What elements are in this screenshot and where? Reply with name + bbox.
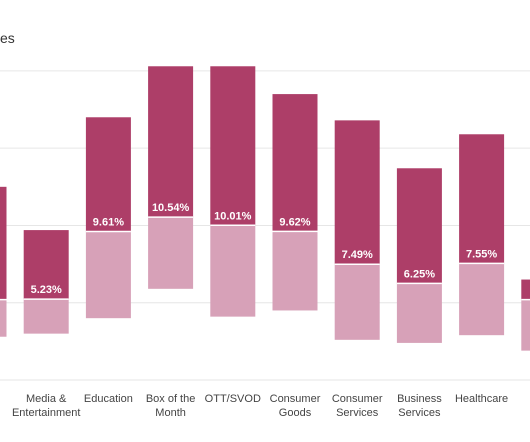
category-tick-label: Services: [398, 407, 441, 419]
data-label: 10.01%: [214, 210, 252, 222]
bar-upper-segment: [23, 230, 69, 300]
bars: [0, 66, 530, 351]
data-label: 7.49%: [342, 249, 373, 261]
category-tick-label: Box of the: [146, 393, 196, 405]
bar-lower-segment: [396, 283, 442, 343]
gridlines: [0, 70, 530, 381]
bar-lower-segment: [0, 299, 7, 337]
data-label: 7.55%: [466, 248, 497, 260]
category-tick-label: Consumer: [270, 393, 321, 405]
data-label: 9.62%: [279, 216, 310, 228]
category-tick-label: Business: [397, 393, 442, 405]
category-tick-label: Media &: [26, 393, 67, 405]
category-tick-label: OTT/SVOD: [205, 393, 261, 405]
category-axis: Media & Entertainment Education Box of the M…: [12, 393, 508, 419]
category-tick-label: Healthcare: [455, 393, 508, 405]
bar-upper-segment: [334, 120, 380, 265]
chart-title-fragment: es: [0, 30, 15, 46]
bar-upper-segment: [0, 186, 7, 300]
bar-lower-segment: [23, 299, 69, 334]
category-tick-label: Services: [336, 407, 379, 419]
bar-lower-segment: [148, 217, 194, 289]
data-labels: 5.23% 9.61% 10.54% 10.01% 9.62% 7.49% 6.25% 7.5…: [31, 202, 498, 296]
bar-lower-segment: [272, 231, 318, 311]
bar-lower-segment: [85, 231, 131, 319]
data-label: 6.25%: [404, 268, 435, 280]
category-tick-label: Education: [84, 393, 133, 405]
bar-upper-segment: [459, 134, 505, 264]
category-tick-label: Month: [155, 407, 186, 419]
bar-lower-segment: [459, 263, 505, 336]
bar-lower-segment: [210, 225, 256, 317]
bar-lower-segment: [334, 264, 380, 340]
bar-upper-segment: [272, 94, 318, 232]
bar-upper-segment: [521, 279, 530, 300]
category-tick-label: Consumer: [332, 393, 383, 405]
category-tick-label: Entertainment: [12, 407, 80, 419]
bar-upper-segment: [396, 168, 442, 284]
bar-lower-segment: [521, 299, 530, 351]
data-label: 10.54%: [152, 202, 190, 214]
data-label: 9.61%: [93, 216, 124, 228]
bar-upper-segment: [148, 66, 194, 218]
data-label: 5.23%: [31, 284, 62, 296]
category-tick-label: Goods: [279, 407, 312, 419]
bar-upper-segment: [210, 66, 256, 226]
bar-upper-segment: [85, 117, 131, 232]
